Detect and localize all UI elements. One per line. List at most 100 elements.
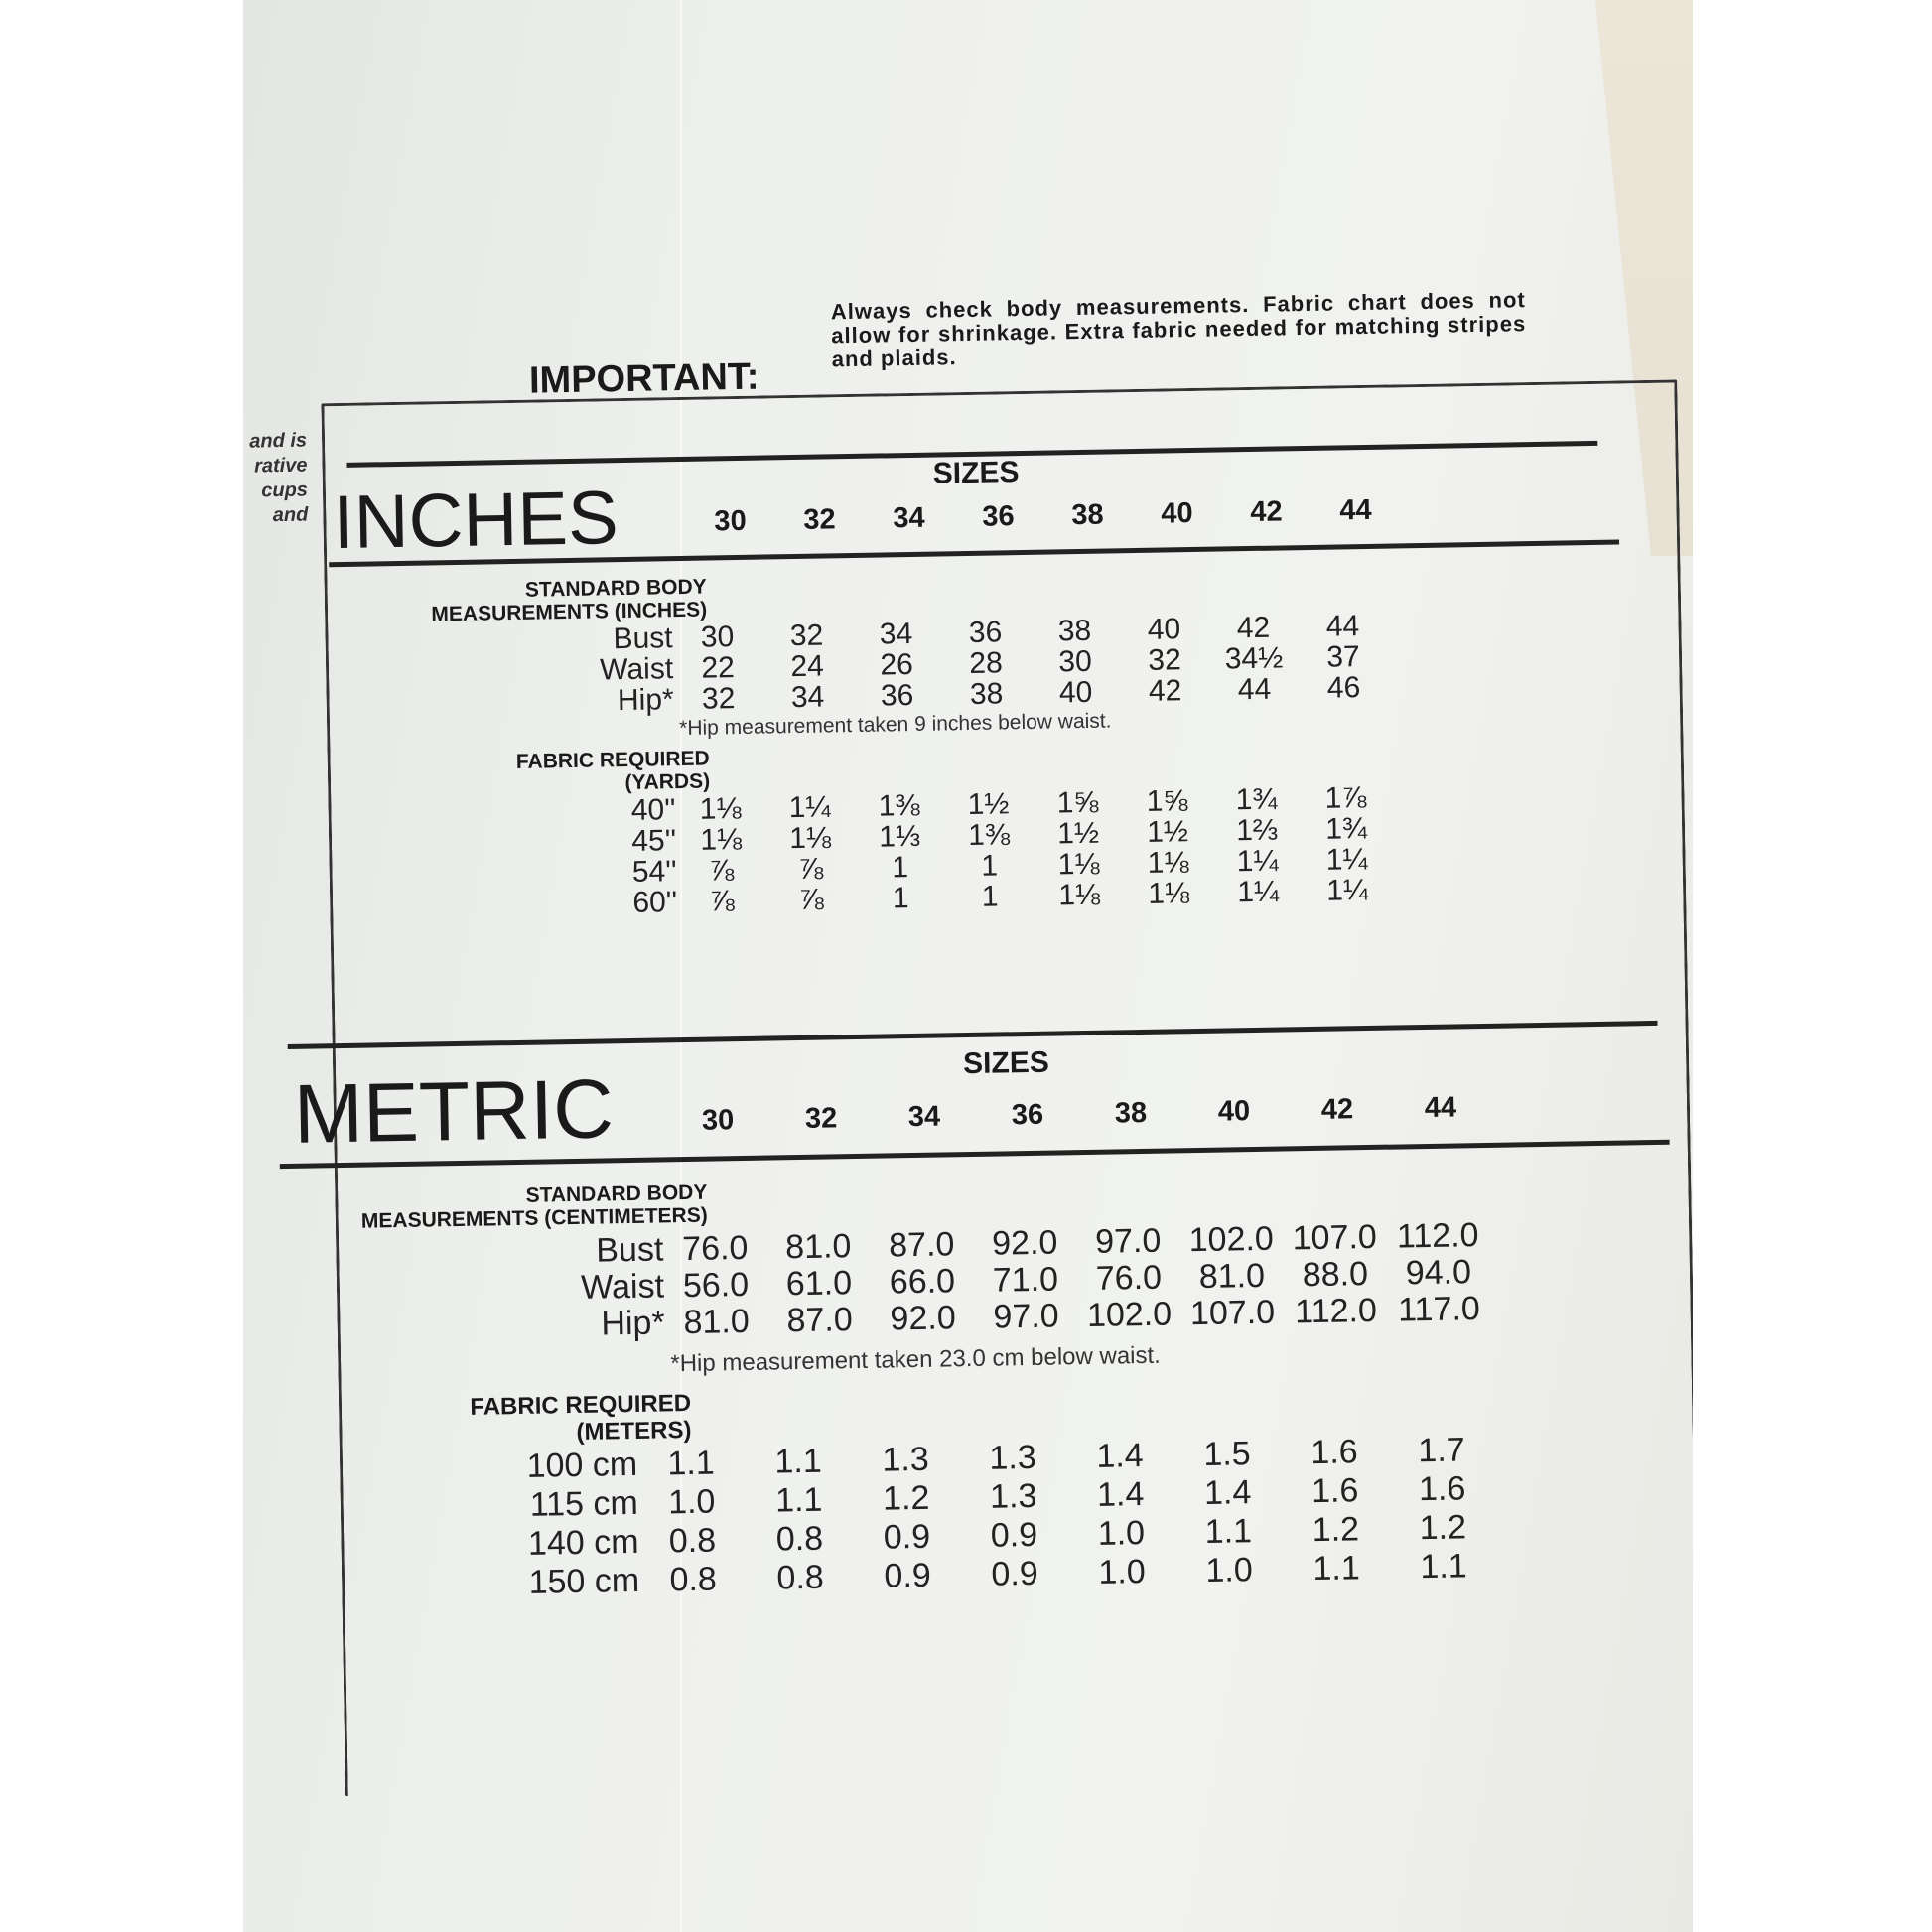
table-cell: 30 bbox=[700, 621, 735, 654]
table-cell: 1⅜ bbox=[967, 818, 1011, 853]
side-line: and bbox=[272, 503, 309, 527]
table-cell: 0.9 bbox=[883, 1517, 931, 1557]
table-cell: 56.0 bbox=[682, 1265, 750, 1306]
table-cell: 1.6 bbox=[1311, 1471, 1359, 1511]
table-cell: 1.4 bbox=[1096, 1475, 1145, 1514]
table-cell: 34½ bbox=[1224, 641, 1284, 676]
table-cell: 26 bbox=[880, 647, 914, 682]
table-cell: 0.9 bbox=[990, 1515, 1038, 1555]
table-cell: 1¼ bbox=[1325, 842, 1368, 877]
table-cell: ⅞ bbox=[708, 854, 735, 888]
table-cell: 1½ bbox=[1146, 815, 1189, 849]
metric-body-table: Bust 76.0 81.0 87.0 92.0 97.0 102.0 107.0 112.0 W… bbox=[549, 1216, 1491, 1344]
inches-fabric-table: 40'' 1⅛ 1¼ 1⅜ 1½ 1⅝ 1⅝ 1¾ 1⅞ 45'' 1⅛ 1⅛ 1⅓ 1⅜ 1½ 1½ 1⅔ 1¾… bbox=[571, 781, 1392, 919]
table-cell: 1.1 bbox=[774, 1442, 823, 1481]
table-cell: 40 bbox=[1147, 613, 1181, 646]
table-cell: 117.0 bbox=[1397, 1290, 1481, 1329]
size-column-header: 42 bbox=[1250, 495, 1283, 528]
size-column-header: 32 bbox=[804, 1102, 838, 1135]
table-cell: 1.0 bbox=[1205, 1551, 1254, 1589]
row-label: 100 cm bbox=[526, 1445, 638, 1485]
size-column-header: 44 bbox=[1424, 1091, 1457, 1125]
table-cell: 1.7 bbox=[1418, 1431, 1465, 1470]
table-cell: 1.6 bbox=[1311, 1433, 1358, 1472]
table-cell: 0.8 bbox=[776, 1558, 825, 1597]
table-cell: 38 bbox=[969, 677, 1004, 711]
table-cell: ⅞ bbox=[797, 852, 824, 886]
table-cell: 1.0 bbox=[1097, 1514, 1146, 1553]
size-column-header: 30 bbox=[714, 504, 747, 538]
row-label: 60'' bbox=[632, 886, 678, 919]
table-cell: 44 bbox=[1237, 672, 1272, 707]
table-cell: 1⅛ bbox=[788, 821, 832, 856]
side-line: rative bbox=[253, 454, 308, 478]
table-cell: 1.0 bbox=[667, 1482, 716, 1522]
table-cell: 87.0 bbox=[786, 1301, 854, 1340]
table-cell: 1⅝ bbox=[1146, 784, 1188, 818]
size-column-header: 38 bbox=[1114, 1096, 1148, 1130]
row-label: 54'' bbox=[631, 855, 677, 889]
table-cell: 97.0 bbox=[1094, 1221, 1162, 1261]
table-cell: 1⅛ bbox=[1147, 846, 1189, 880]
table-cell: 1⅔ bbox=[1235, 813, 1279, 848]
table-cell: 1 bbox=[892, 851, 909, 885]
metric-title: METRIC bbox=[293, 1061, 615, 1161]
pattern-envelope-photo: and is rative cups and IMPORTANT: Always… bbox=[243, 0, 1693, 1932]
table-cell: 92.0 bbox=[890, 1299, 957, 1338]
table-cell: 34 bbox=[879, 617, 913, 651]
table-cell: 61.0 bbox=[785, 1264, 853, 1304]
size-column-header: 42 bbox=[1320, 1093, 1354, 1126]
row-label: 40'' bbox=[630, 793, 676, 827]
table-cell: 44 bbox=[1325, 610, 1360, 643]
table-cell: 1⅝ bbox=[1056, 785, 1099, 820]
row-label: Waist bbox=[580, 1267, 665, 1307]
table-cell: 1.1 bbox=[667, 1444, 716, 1483]
inches-fabric-heading: FABRIC REQUIRED (YARDS) bbox=[382, 748, 711, 799]
row-label: 150 cm bbox=[528, 1561, 640, 1601]
table-cell: 1 bbox=[981, 849, 999, 883]
size-column-header: 40 bbox=[1217, 1095, 1251, 1128]
table-cell: 76.0 bbox=[681, 1228, 749, 1269]
table-cell: 1.2 bbox=[882, 1478, 930, 1518]
table-cell: 107.0 bbox=[1292, 1217, 1378, 1258]
size-column-header: 34 bbox=[893, 501, 925, 535]
table-cell: 81.0 bbox=[784, 1227, 852, 1267]
table-cell: 42 bbox=[1236, 611, 1271, 645]
table-cell: 88.0 bbox=[1302, 1255, 1369, 1295]
table-cell: 1¾ bbox=[1324, 811, 1368, 846]
side-line: and is bbox=[249, 429, 308, 453]
table-cell: 1⅓ bbox=[878, 819, 921, 854]
size-column-header: 40 bbox=[1161, 497, 1193, 530]
table-cell: 1⅛ bbox=[699, 791, 742, 826]
size-column-header: 38 bbox=[1071, 498, 1104, 532]
size-column-header: 30 bbox=[701, 1104, 735, 1137]
measurement-chart-sheet: and is rative cups and IMPORTANT: Always… bbox=[243, 0, 1693, 1932]
table-cell: 1⅜ bbox=[878, 788, 920, 823]
table-cell: 1.2 bbox=[1419, 1508, 1467, 1548]
table-cell: 28 bbox=[969, 646, 1004, 680]
table-cell: 1⅛ bbox=[1148, 877, 1190, 910]
table-cell: 1 bbox=[892, 882, 909, 915]
table-cell: 1.5 bbox=[1203, 1435, 1251, 1473]
table-cell: 102.0 bbox=[1188, 1219, 1275, 1260]
row-label: Hip* bbox=[601, 1304, 665, 1343]
size-column-header: 36 bbox=[982, 500, 1015, 533]
table-cell: 1½ bbox=[1056, 816, 1100, 851]
table-cell: 1¼ bbox=[788, 790, 831, 825]
table-cell: 1 bbox=[981, 880, 999, 913]
table-cell: 1.2 bbox=[1311, 1510, 1360, 1550]
table-cell: 1¼ bbox=[1236, 844, 1279, 879]
table-cell: 1¼ bbox=[1325, 873, 1369, 907]
row-label: 115 cm bbox=[529, 1483, 639, 1524]
table-cell: 1¾ bbox=[1235, 782, 1278, 817]
table-cell: 0.8 bbox=[775, 1519, 824, 1559]
table-cell: 42 bbox=[1148, 674, 1182, 708]
size-column-header: 34 bbox=[907, 1100, 941, 1134]
table-cell: 102.0 bbox=[1086, 1295, 1173, 1334]
metric-fabric-heading: FABRIC REQUIRED (METERS) bbox=[294, 1390, 692, 1450]
table-cell: 81.0 bbox=[683, 1302, 751, 1342]
table-cell: 1.6 bbox=[1418, 1469, 1466, 1509]
table-cell: 112.0 bbox=[1294, 1291, 1378, 1331]
table-cell: 92.0 bbox=[991, 1223, 1058, 1263]
table-cell: 76.0 bbox=[1095, 1258, 1163, 1298]
